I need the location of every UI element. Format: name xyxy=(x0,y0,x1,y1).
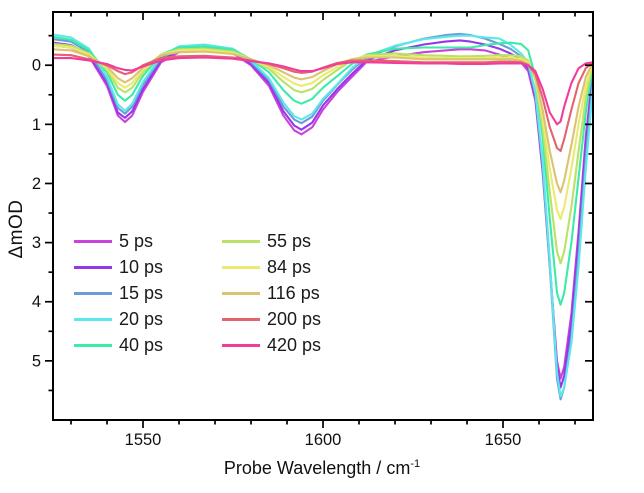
series-line-420ps xyxy=(51,56,595,126)
y-tick-label: 3 xyxy=(32,234,41,252)
y-tick-label: 2 xyxy=(32,175,41,193)
plot-frame xyxy=(52,11,594,421)
legend-swatch xyxy=(74,343,112,347)
legend-item-200ps: 200 ps xyxy=(222,306,321,332)
legend-swatch xyxy=(74,239,112,243)
legend-item-5ps: 5 ps xyxy=(74,228,222,254)
x-tick-label: 1600 xyxy=(305,431,342,449)
y-axis-title: ΔmOD xyxy=(6,149,28,309)
legend-label: 116 ps xyxy=(267,283,320,303)
legend-label: 420 ps xyxy=(267,335,322,355)
legend-swatch xyxy=(222,265,260,269)
x-axis-title-text: Probe Wavelength / cm xyxy=(223,458,411,478)
legend-swatch xyxy=(222,343,260,347)
x-tick-label: 1650 xyxy=(485,431,522,449)
legend-label: 84 ps xyxy=(267,257,312,277)
legend-item-420ps: 420 ps xyxy=(222,332,321,358)
legend-label: 55 ps xyxy=(267,231,312,251)
x-axis-title-superscript: -1 xyxy=(410,458,421,470)
legend-item-55ps: 55 ps xyxy=(222,228,321,254)
legend-label: 40 ps xyxy=(119,335,164,355)
legend-item-84ps: 84 ps xyxy=(222,254,321,280)
legend-item-116ps: 116 ps xyxy=(222,280,321,306)
legend-item-40ps: 40 ps xyxy=(74,332,222,358)
legend-label: 15 ps xyxy=(119,283,164,303)
legend-swatch xyxy=(74,317,112,321)
legend-swatch xyxy=(222,291,260,295)
x-tick-label: 1550 xyxy=(125,431,162,449)
series-line-116ps xyxy=(51,48,595,194)
legend-item-15ps: 15 ps xyxy=(74,280,222,306)
y-tick-label: 1 xyxy=(32,116,41,134)
legend-item-10ps: 10 ps xyxy=(74,254,222,280)
legend: 5 ps 55 ps 10 ps 84 ps 15 ps 116 ps 20 ps 200 p… xyxy=(74,228,321,358)
legend-label: 20 ps xyxy=(119,309,164,329)
legend-label: 200 ps xyxy=(267,309,322,329)
y-tick-label: 5 xyxy=(32,352,41,370)
legend-label: 5 ps xyxy=(119,231,154,251)
legend-label: 10 ps xyxy=(119,257,164,277)
y-tick-label: 0 xyxy=(32,57,41,75)
y-axis-title-text: ΔmOD xyxy=(6,199,27,259)
x-axis-title: Probe Wavelength / cm-1 xyxy=(0,458,644,479)
legend-item-20ps: 20 ps xyxy=(74,306,222,332)
legend-swatch xyxy=(222,317,260,321)
legend-swatch xyxy=(222,239,260,243)
legend-swatch xyxy=(74,265,112,269)
legend-swatch xyxy=(74,291,112,295)
y-tick-label: 4 xyxy=(32,293,41,311)
